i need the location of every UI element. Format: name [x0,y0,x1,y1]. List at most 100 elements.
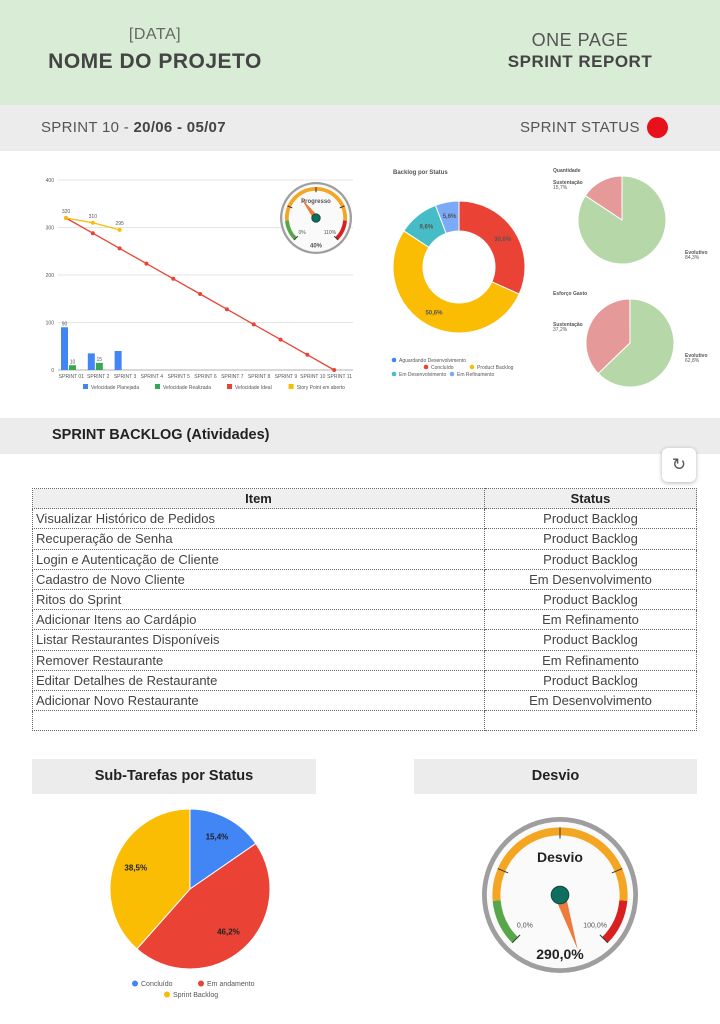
velocity-bar [114,351,122,370]
gauge-min-label: 0,0% [517,923,533,930]
legend-label: Velocidade Ideal [235,385,272,391]
legend-swatch [164,991,170,998]
gauge-red-band [335,220,347,240]
gauge-value: 290,0% [536,946,584,962]
gauge-tick [287,205,293,209]
gauge-hub [550,885,570,905]
item-cell: Listar Restaurantes Disponíveis [32,629,485,651]
refresh-button[interactable]: ↻ [662,448,696,482]
table-row: Recuperação de Senha Product Backlog [32,528,697,550]
series-point [278,337,283,342]
chart-title: Backlog por Status [393,170,448,176]
legend-label: Concluído [141,981,173,988]
slice-value-label: 30,6% [494,237,512,243]
sprint-label: SPRINT 10 - 20/06 - 05/07 [41,119,226,136]
gauge-tick [293,235,299,241]
legend-swatch [155,384,160,389]
status-cell: Product Backlog [484,528,697,550]
gauge-value: 40% [310,244,323,250]
table-row: Adicionar Novo Restaurante Em Desenvolvim… [32,689,697,712]
x-tick-label: SPRINT 5 [167,374,190,380]
table-row: Visualizar Histórico de Pedidos Product B… [32,508,697,530]
status-cell: Product Backlog [484,629,697,651]
sprint-status-indicator [647,117,668,138]
gauge-title: Progresso [301,199,331,205]
y-tick-label: 300 [46,226,55,232]
gauge-tick [511,934,521,944]
refresh-icon: ↻ [671,455,687,474]
legend-label: Em Refinamento [457,372,494,378]
gauge-tick [333,235,339,241]
velocity-bar [95,362,103,370]
slice-value-label: 9,6% [420,224,434,230]
x-tick-label: SPRINT 9 [275,374,298,380]
gauge-min-label: 0% [298,230,306,236]
x-tick-label: SPRINT 01 [59,374,84,380]
y-tick-label: 200 [46,273,55,279]
slice-value-label: 37,2% [553,327,568,333]
series-point [64,216,68,220]
legend-swatch [449,371,455,377]
legend-label: Em Desenvolvimento [399,372,446,378]
sprint-dates: 20/06 - 05/07 [133,119,226,136]
item-cell: Editar Detalhes de Restaurante [32,669,485,691]
slice-value-label: 15,7% [553,185,568,191]
gauge-title: Desvio [537,849,583,865]
slice-name-label: Evolutivo [685,353,708,359]
report-header [0,0,720,105]
table-row [32,710,697,732]
item-cell: Cadastro de Novo Cliente [32,568,485,590]
gauge-green-band [285,220,297,240]
status-cell: Em Desenvolvimento [484,568,697,590]
gauge-tick [611,868,623,874]
legend-label: Velocidade Realizada [163,385,211,391]
status-cell: Product Backlog [484,508,697,530]
legend-label: Product Backlog [477,365,514,371]
slice-value-label: 46,2% [217,927,240,936]
gauge-hub [311,213,321,223]
gauge-red-band [602,900,628,943]
series-point [332,368,337,372]
series-point [224,307,229,312]
bar-value-label: 90 [62,321,68,327]
gauge-tick [599,934,609,944]
y-tick-label: 0 [51,368,54,374]
slice-value-label: 5,6% [443,214,457,220]
project-name: NOME DO PROJETO [48,50,262,73]
point-value-label: 295 [115,221,124,227]
x-tick-label: SPRINT 11 [327,374,352,380]
point-value-label: 310 [89,214,98,220]
column-header-status: Status [484,487,697,510]
series-point [117,227,122,232]
status-cell [484,710,697,732]
pie-slice [434,200,460,235]
table-header-row: Item Status [32,487,697,510]
one-page-label: ONE PAGE [531,30,629,50]
status-cell: Product Backlog [484,669,697,691]
velocity-bar [69,365,76,370]
series-point [144,261,149,266]
legend-swatch [198,980,204,987]
legend-swatch [288,384,294,389]
legend-swatch [132,980,138,987]
item-cell: Adicionar Itens ao Cardápio [32,609,485,631]
pie-slice [577,175,667,265]
status-cell: Em Desenvolvimento [484,689,697,712]
x-tick-label: SPRINT 6 [194,374,217,380]
x-tick-label: SPRINT 2 [87,374,110,380]
legend-label: Aguardando Desenvolvimento [399,358,466,364]
legend-swatch [83,384,88,389]
sprint-status-label: SPRINT STATUS [520,119,640,136]
legend-label: Em andamento [207,981,255,988]
backlog-title: SPRINT BACKLOG (Atividades) [52,427,270,443]
slice-name-label: Sustentação [553,322,583,328]
x-tick-label: SPRINT 10 [300,374,325,380]
backlog-table: Item Status Visualizar Histórico de Pedi… [32,487,697,732]
desvio-panel-title: Desvio [414,759,697,794]
y-tick-label: 400 [46,178,55,184]
report-date: [DATA] [128,26,182,43]
legend-label: Velocidade Planejada [91,385,139,391]
item-cell [32,710,485,732]
y-tick-label: 100 [46,321,55,327]
